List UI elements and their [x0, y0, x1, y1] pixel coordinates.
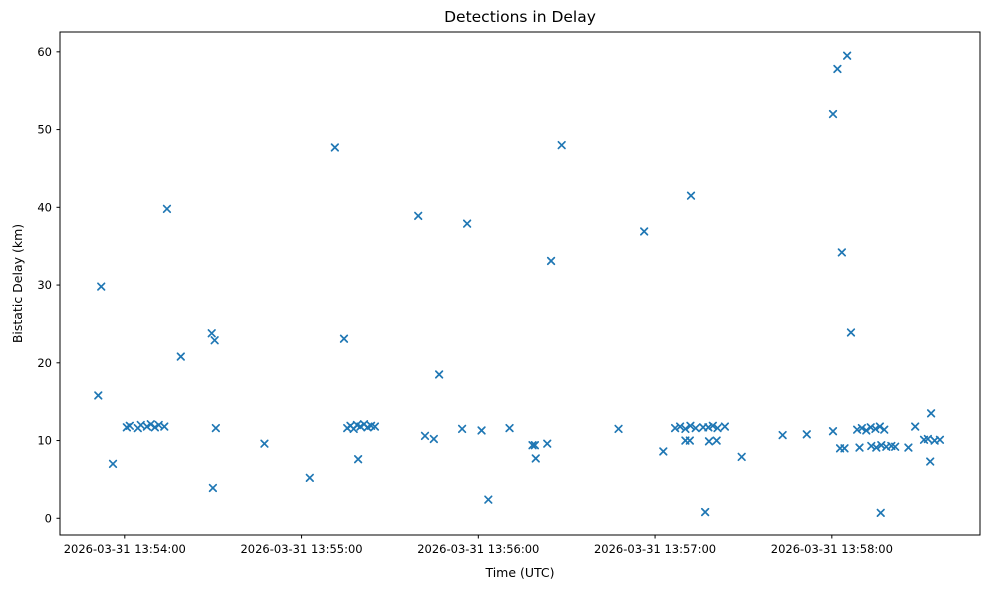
data-point-marker [712, 436, 721, 445]
data-point-marker [207, 329, 216, 338]
plot-area [60, 32, 980, 535]
data-point-marker [842, 51, 852, 60]
data-point-marker [339, 334, 349, 343]
data-point-marker [142, 422, 152, 431]
data-point-marker [659, 447, 668, 456]
data-point-marker [176, 352, 185, 361]
data-point-marker [875, 422, 884, 431]
data-point-marker [94, 391, 103, 400]
data-point-marker [737, 452, 746, 462]
data-point-marker [926, 409, 936, 418]
data-point-marker [543, 439, 552, 448]
y-tick-label: 10 [37, 434, 52, 448]
data-point-marker [160, 422, 169, 431]
data-point-marker [370, 422, 380, 431]
data-point-marker [457, 424, 467, 434]
data-point-marker [557, 140, 566, 150]
data-point-marker [686, 421, 695, 430]
y-tick-label: 30 [37, 278, 52, 292]
data-point-marker [871, 424, 880, 434]
data-point-marker [904, 443, 913, 452]
y-axis-label: Bistatic Delay (km) [10, 224, 25, 343]
data-point-marker [330, 143, 340, 152]
data-point-marker [546, 256, 556, 266]
data-point-marker [713, 423, 722, 433]
data-point-marker [414, 211, 423, 221]
x-tick-label: 2026-03-31 13:55:00 [240, 542, 362, 556]
x-tick-label: 2026-03-31 13:56:00 [417, 542, 539, 556]
data-point-marker [778, 430, 787, 440]
x-tick-label: 2026-03-31 13:57:00 [594, 542, 716, 556]
x-axis-label: Time (UTC) [484, 565, 554, 580]
x-tick-label: 2026-03-31 13:54:00 [64, 542, 186, 556]
data-point-marker [926, 457, 935, 466]
data-point-marker [420, 431, 430, 441]
data-point-marker [923, 434, 933, 444]
data-point-marker [708, 421, 717, 430]
data-point-marker [353, 455, 363, 464]
data-point-marker [880, 425, 889, 434]
data-point-marker [891, 442, 900, 451]
chart-title: Detections in Delay [444, 8, 596, 26]
x-tick-label: 2026-03-31 13:58:00 [771, 542, 893, 556]
data-point-marker [846, 328, 856, 337]
data-point-marker [210, 336, 219, 345]
data-point-marker [150, 423, 160, 432]
data-point-marker [356, 422, 365, 431]
data-point-marker [704, 423, 713, 432]
data-point-marker [720, 422, 730, 431]
data-point-marker [434, 370, 444, 379]
data-point-marker [477, 426, 486, 435]
data-point-marker [675, 422, 685, 431]
y-tick-label: 60 [37, 45, 52, 59]
data-point-marker [528, 441, 537, 450]
axes-spines [59, 31, 981, 536]
y-tick-label: 40 [37, 200, 52, 214]
data-point-marker [828, 427, 838, 436]
data-point-marker [857, 423, 867, 433]
data-point-marker [614, 424, 623, 434]
data-point-marker [640, 227, 649, 236]
data-point-marker [833, 64, 842, 74]
data-point-marker [97, 282, 106, 291]
axis-ticks-layer: 2026-03-31 13:54:00 2026-03-31 13:55:00 20… [37, 45, 893, 556]
data-point-marker [866, 423, 875, 432]
data-point-marker [837, 248, 846, 257]
data-point-marker [862, 426, 871, 435]
data-point-marker [505, 423, 514, 433]
data-point-marker [462, 219, 472, 228]
data-points-layer [94, 51, 945, 517]
data-point-marker [260, 439, 269, 448]
data-point-marker [484, 495, 493, 504]
data-point-marker [429, 434, 438, 444]
data-point-marker [828, 109, 838, 119]
y-tick-label: 50 [37, 123, 52, 137]
data-point-marker [700, 507, 710, 517]
data-point-marker [162, 204, 172, 214]
y-tick-label: 0 [45, 511, 52, 525]
data-point-marker [681, 424, 690, 434]
data-point-marker [802, 430, 811, 439]
data-point-marker [911, 422, 920, 431]
data-point-marker [686, 191, 696, 200]
data-point-marker [305, 473, 314, 483]
y-tick-label: 20 [37, 356, 52, 370]
data-point-marker [876, 508, 885, 517]
data-point-marker [872, 443, 881, 452]
data-point-marker [704, 437, 714, 446]
data-point-marker [691, 423, 700, 433]
data-point-marker [685, 436, 694, 445]
data-point-marker [935, 435, 945, 444]
data-point-marker [208, 483, 218, 493]
data-point-marker [531, 454, 540, 463]
data-point-marker [855, 443, 864, 452]
data-point-marker [840, 444, 849, 453]
data-point-marker [853, 425, 862, 434]
data-point-marker [530, 441, 540, 450]
data-point-marker [108, 459, 118, 469]
data-point-marker [211, 423, 220, 433]
data-point-marker [125, 421, 134, 430]
